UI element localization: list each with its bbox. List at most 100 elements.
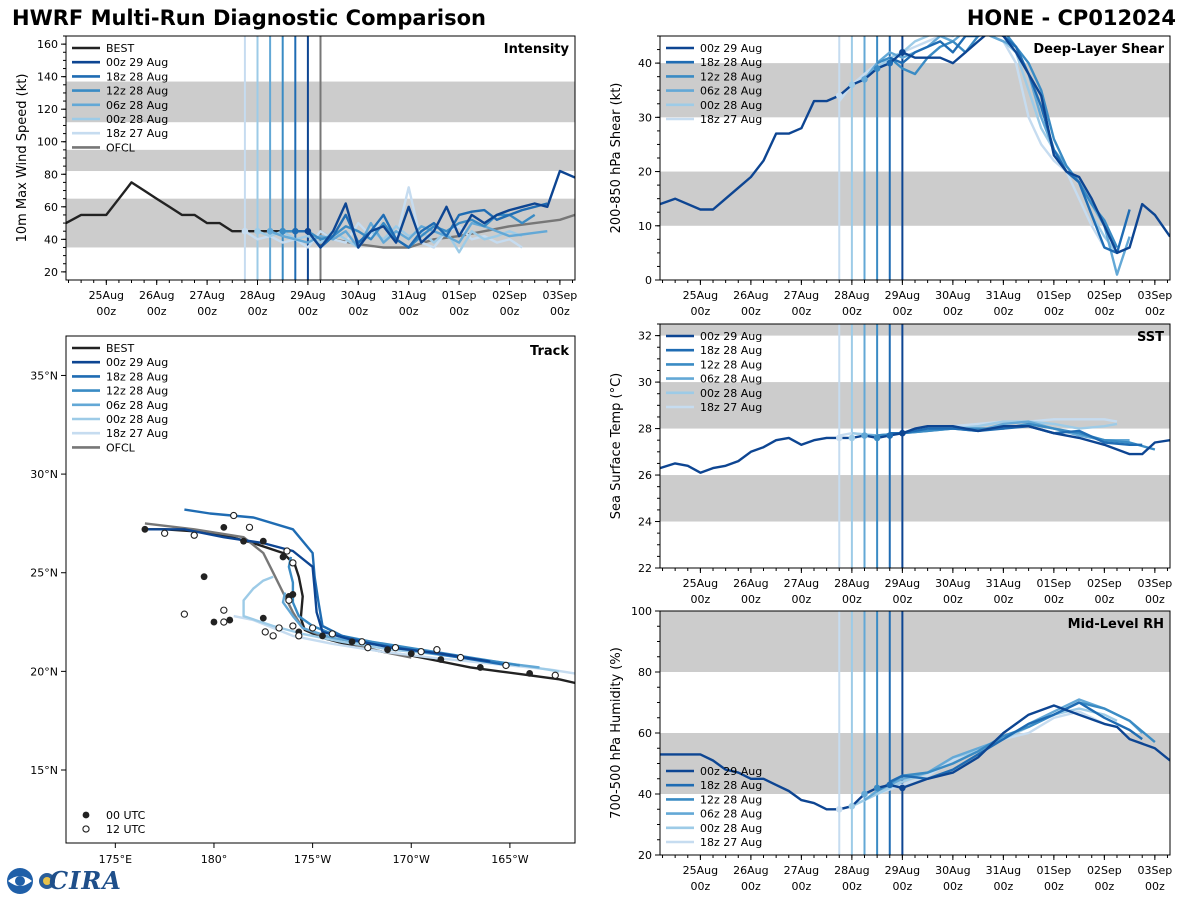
- marker-00utc: [220, 523, 228, 531]
- marker-12utc: [230, 511, 238, 520]
- shaded-band: [660, 611, 1170, 672]
- legend-label: 18z 27 Aug: [106, 427, 168, 440]
- marker-00utc: [200, 573, 208, 581]
- y-tick-label: 30: [638, 111, 652, 124]
- legend-label: OFCL: [106, 441, 136, 454]
- init-marker: [861, 76, 868, 83]
- marker-00utc: [348, 638, 356, 646]
- x-tick-sublabel: 00z: [842, 305, 862, 318]
- x-tick-sublabel: 00z: [197, 305, 217, 318]
- x-tick-label: 25Aug: [683, 289, 718, 302]
- series-line: [295, 202, 548, 249]
- marker-12utc: [289, 622, 297, 630]
- x-tick-sublabel: 00z: [842, 593, 862, 606]
- shaded-band: [660, 475, 1170, 522]
- panel-shear: 0 10 20 30 40 25Aug 00z 26Aug 00z 27Aug 00z 28Aug 00…: [609, 35, 1172, 318]
- x-tick-sublabel: 00z: [298, 305, 318, 318]
- y-tick-label: 120: [37, 103, 58, 116]
- track-line: [233, 614, 575, 675]
- y-tick-label: 60: [638, 727, 652, 740]
- x-tick-label: 29Aug: [290, 289, 325, 302]
- legend-label: 12z 28 Aug: [700, 793, 762, 806]
- legend-label: 06z 28 Aug: [700, 373, 762, 386]
- panel-track: 175°E 180° 175°W 170°W 165°W 15°N 20°N 25°N 30°N…: [30, 335, 588, 866]
- x-tick-label: 01Sep: [1036, 289, 1071, 302]
- y-tick-label: 0: [645, 274, 652, 287]
- legend-label: 12 UTC: [106, 823, 146, 836]
- marker-12utc: [285, 596, 293, 605]
- plot-area: [660, 36, 1170, 280]
- legend-label: 18z 28 Aug: [106, 70, 168, 83]
- series-line: [306, 169, 575, 249]
- x-tick-sublabel: 00z: [1094, 880, 1114, 893]
- legend-label: BEST: [106, 42, 134, 55]
- legend-label: 00z 28 Aug: [700, 387, 762, 400]
- legend-label: 18z 27 Aug: [700, 836, 762, 849]
- x-tick-label: 170°W: [393, 853, 430, 866]
- marker-12utc: [358, 638, 366, 646]
- plot-area: [141, 508, 588, 689]
- x-tick-sublabel: 00z: [943, 593, 963, 606]
- legend-label: OFCL: [106, 141, 136, 154]
- y-tick-label: 40: [44, 233, 58, 246]
- marker-12utc: [160, 529, 169, 537]
- y-tick-label: 160: [37, 38, 58, 51]
- y-axis-label: 700-500 hPa Humidity (%): [609, 647, 624, 819]
- legend-label: 00z 29 Aug: [700, 42, 762, 55]
- track-line: [144, 522, 412, 659]
- x-tick-sublabel: 00z: [500, 305, 520, 318]
- y-tick-label: 15°N: [30, 764, 58, 777]
- marker-12utc: [289, 559, 297, 567]
- x-tick-sublabel: 00z: [1044, 593, 1064, 606]
- legend-label: 06z 28 Aug: [700, 85, 762, 98]
- x-tick-sublabel: 00z: [1044, 880, 1064, 893]
- series-line: [660, 36, 1170, 255]
- x-tick-label: 28Aug: [834, 864, 869, 877]
- marker-12utc: [295, 632, 303, 640]
- x-tick-label: 175°E: [99, 853, 132, 866]
- x-tick-label: 175°W: [294, 853, 331, 866]
- init-marker: [873, 65, 881, 72]
- marker-00utc: [581, 682, 588, 689]
- panel-rh: 20 40 60 80 100 25Aug 00z 26Aug 00z 27Aug 00z 28Aug…: [609, 605, 1172, 893]
- y-axis-label: 10m Max Wind Speed (kt): [15, 74, 30, 243]
- x-tick-label: 29Aug: [885, 577, 920, 590]
- legend-label: 00z 29 Aug: [106, 56, 168, 69]
- init-marker: [304, 227, 312, 235]
- x-tick-sublabel: 00z: [892, 880, 912, 893]
- y-tick-label: 35°N: [30, 369, 58, 382]
- x-tick-label: 28Aug: [240, 289, 275, 302]
- x-tick-label: 26Aug: [733, 577, 768, 590]
- x-tick-sublabel: 00z: [348, 305, 368, 318]
- marker-12utc: [180, 610, 189, 618]
- x-tick-sublabel: 00z: [1145, 305, 1165, 318]
- marker-12utc: [433, 646, 441, 654]
- init-marker: [899, 429, 906, 437]
- legend-label: 18z 28 Aug: [700, 779, 762, 792]
- legend-label: 12z 28 Aug: [700, 70, 762, 83]
- y-axis-label: 200-850 hPa Shear (kt): [609, 83, 624, 234]
- init-marker: [848, 81, 856, 89]
- x-tick-label: 01Sep: [1036, 864, 1071, 877]
- legend-label: 18z 27 Aug: [700, 401, 762, 414]
- x-tick-label: 01Sep: [442, 289, 477, 302]
- marker-00utc: [259, 537, 267, 545]
- marker-12utc: [275, 624, 283, 632]
- x-tick-sublabel: 00z: [741, 305, 761, 318]
- y-tick-label: 20: [44, 266, 58, 279]
- init-marker: [886, 432, 894, 439]
- y-tick-label: 80: [638, 666, 652, 679]
- x-tick-label: 30Aug: [935, 289, 970, 302]
- marker-12utc: [261, 628, 269, 636]
- x-tick-sublabel: 00z: [147, 305, 167, 318]
- x-tick-label: 31Aug: [986, 864, 1021, 877]
- x-tick-label: 26Aug: [733, 289, 768, 302]
- x-tick-sublabel: 00z: [892, 305, 912, 318]
- x-tick-sublabel: 00z: [993, 305, 1013, 318]
- marker-12utc: [417, 647, 425, 656]
- legend-label: 06z 28 Aug: [106, 99, 168, 112]
- panel-title: Deep-Layer Shear: [1033, 42, 1164, 57]
- legend-label: 12z 28 Aug: [106, 385, 168, 398]
